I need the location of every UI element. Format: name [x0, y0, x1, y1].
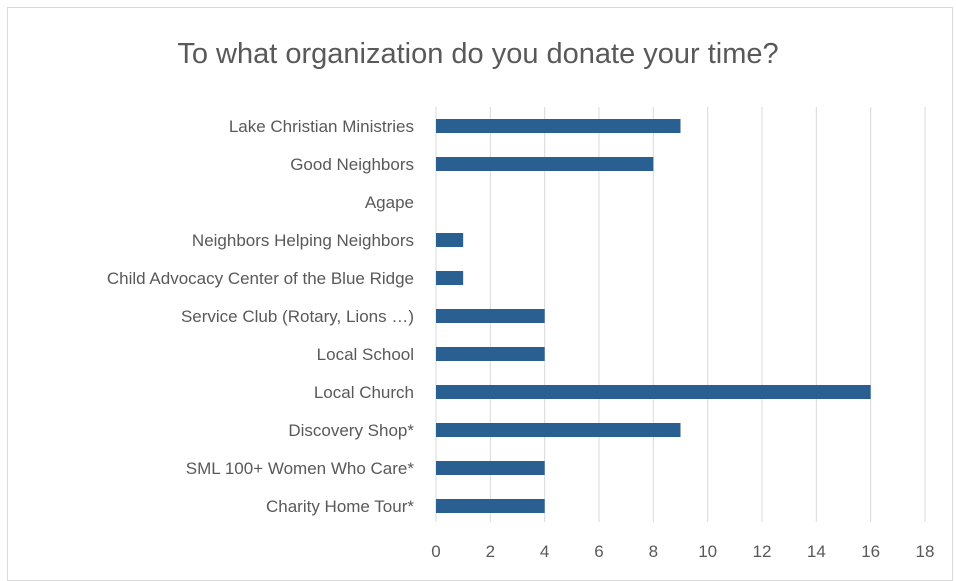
- category-label: Charity Home Tour*: [266, 497, 414, 516]
- category-label: SML 100+ Women Who Care*: [186, 459, 415, 478]
- bar: [436, 119, 681, 133]
- bar: [436, 347, 545, 361]
- category-label: Good Neighbors: [290, 155, 414, 174]
- bar: [436, 461, 545, 475]
- bar: [436, 233, 464, 247]
- x-tick-label: 14: [807, 542, 826, 561]
- category-label: Lake Christian Ministries: [229, 117, 414, 136]
- chart-title: To what organization do you donate your …: [177, 38, 779, 70]
- category-label: Child Advocacy Center of the Blue Ridge: [107, 269, 414, 288]
- x-tick-label: 4: [540, 542, 549, 561]
- chart-frame: [7, 7, 953, 581]
- x-tick-label: 16: [861, 542, 880, 561]
- x-tick-label: 0: [431, 542, 440, 561]
- x-tick-label: 8: [649, 542, 658, 561]
- bar: [436, 309, 545, 323]
- category-label: Neighbors Helping Neighbors: [192, 231, 414, 250]
- bar: [436, 499, 545, 513]
- x-tick-label: 10: [698, 542, 717, 561]
- category-label: Agape: [365, 193, 414, 212]
- x-tick-label: 18: [916, 542, 935, 561]
- bars: [436, 119, 871, 513]
- x-axis-tick-labels: 0 2 4 6 8 10 12 14 16 18: [431, 542, 934, 561]
- category-labels: Lake Christian Ministries Good Neighbors A…: [107, 117, 415, 516]
- bar: [436, 385, 871, 399]
- category-label: Discovery Shop*: [288, 421, 414, 440]
- bar: [436, 271, 464, 285]
- category-label: Service Club (Rotary, Lions …): [181, 307, 414, 326]
- x-tick-label: 12: [753, 542, 772, 561]
- bar: [436, 423, 681, 437]
- x-tick-label: 6: [594, 542, 603, 561]
- category-label: Local School: [317, 345, 414, 364]
- bar: [436, 157, 654, 171]
- category-label: Local Church: [314, 383, 414, 402]
- x-tick-label: 2: [486, 542, 495, 561]
